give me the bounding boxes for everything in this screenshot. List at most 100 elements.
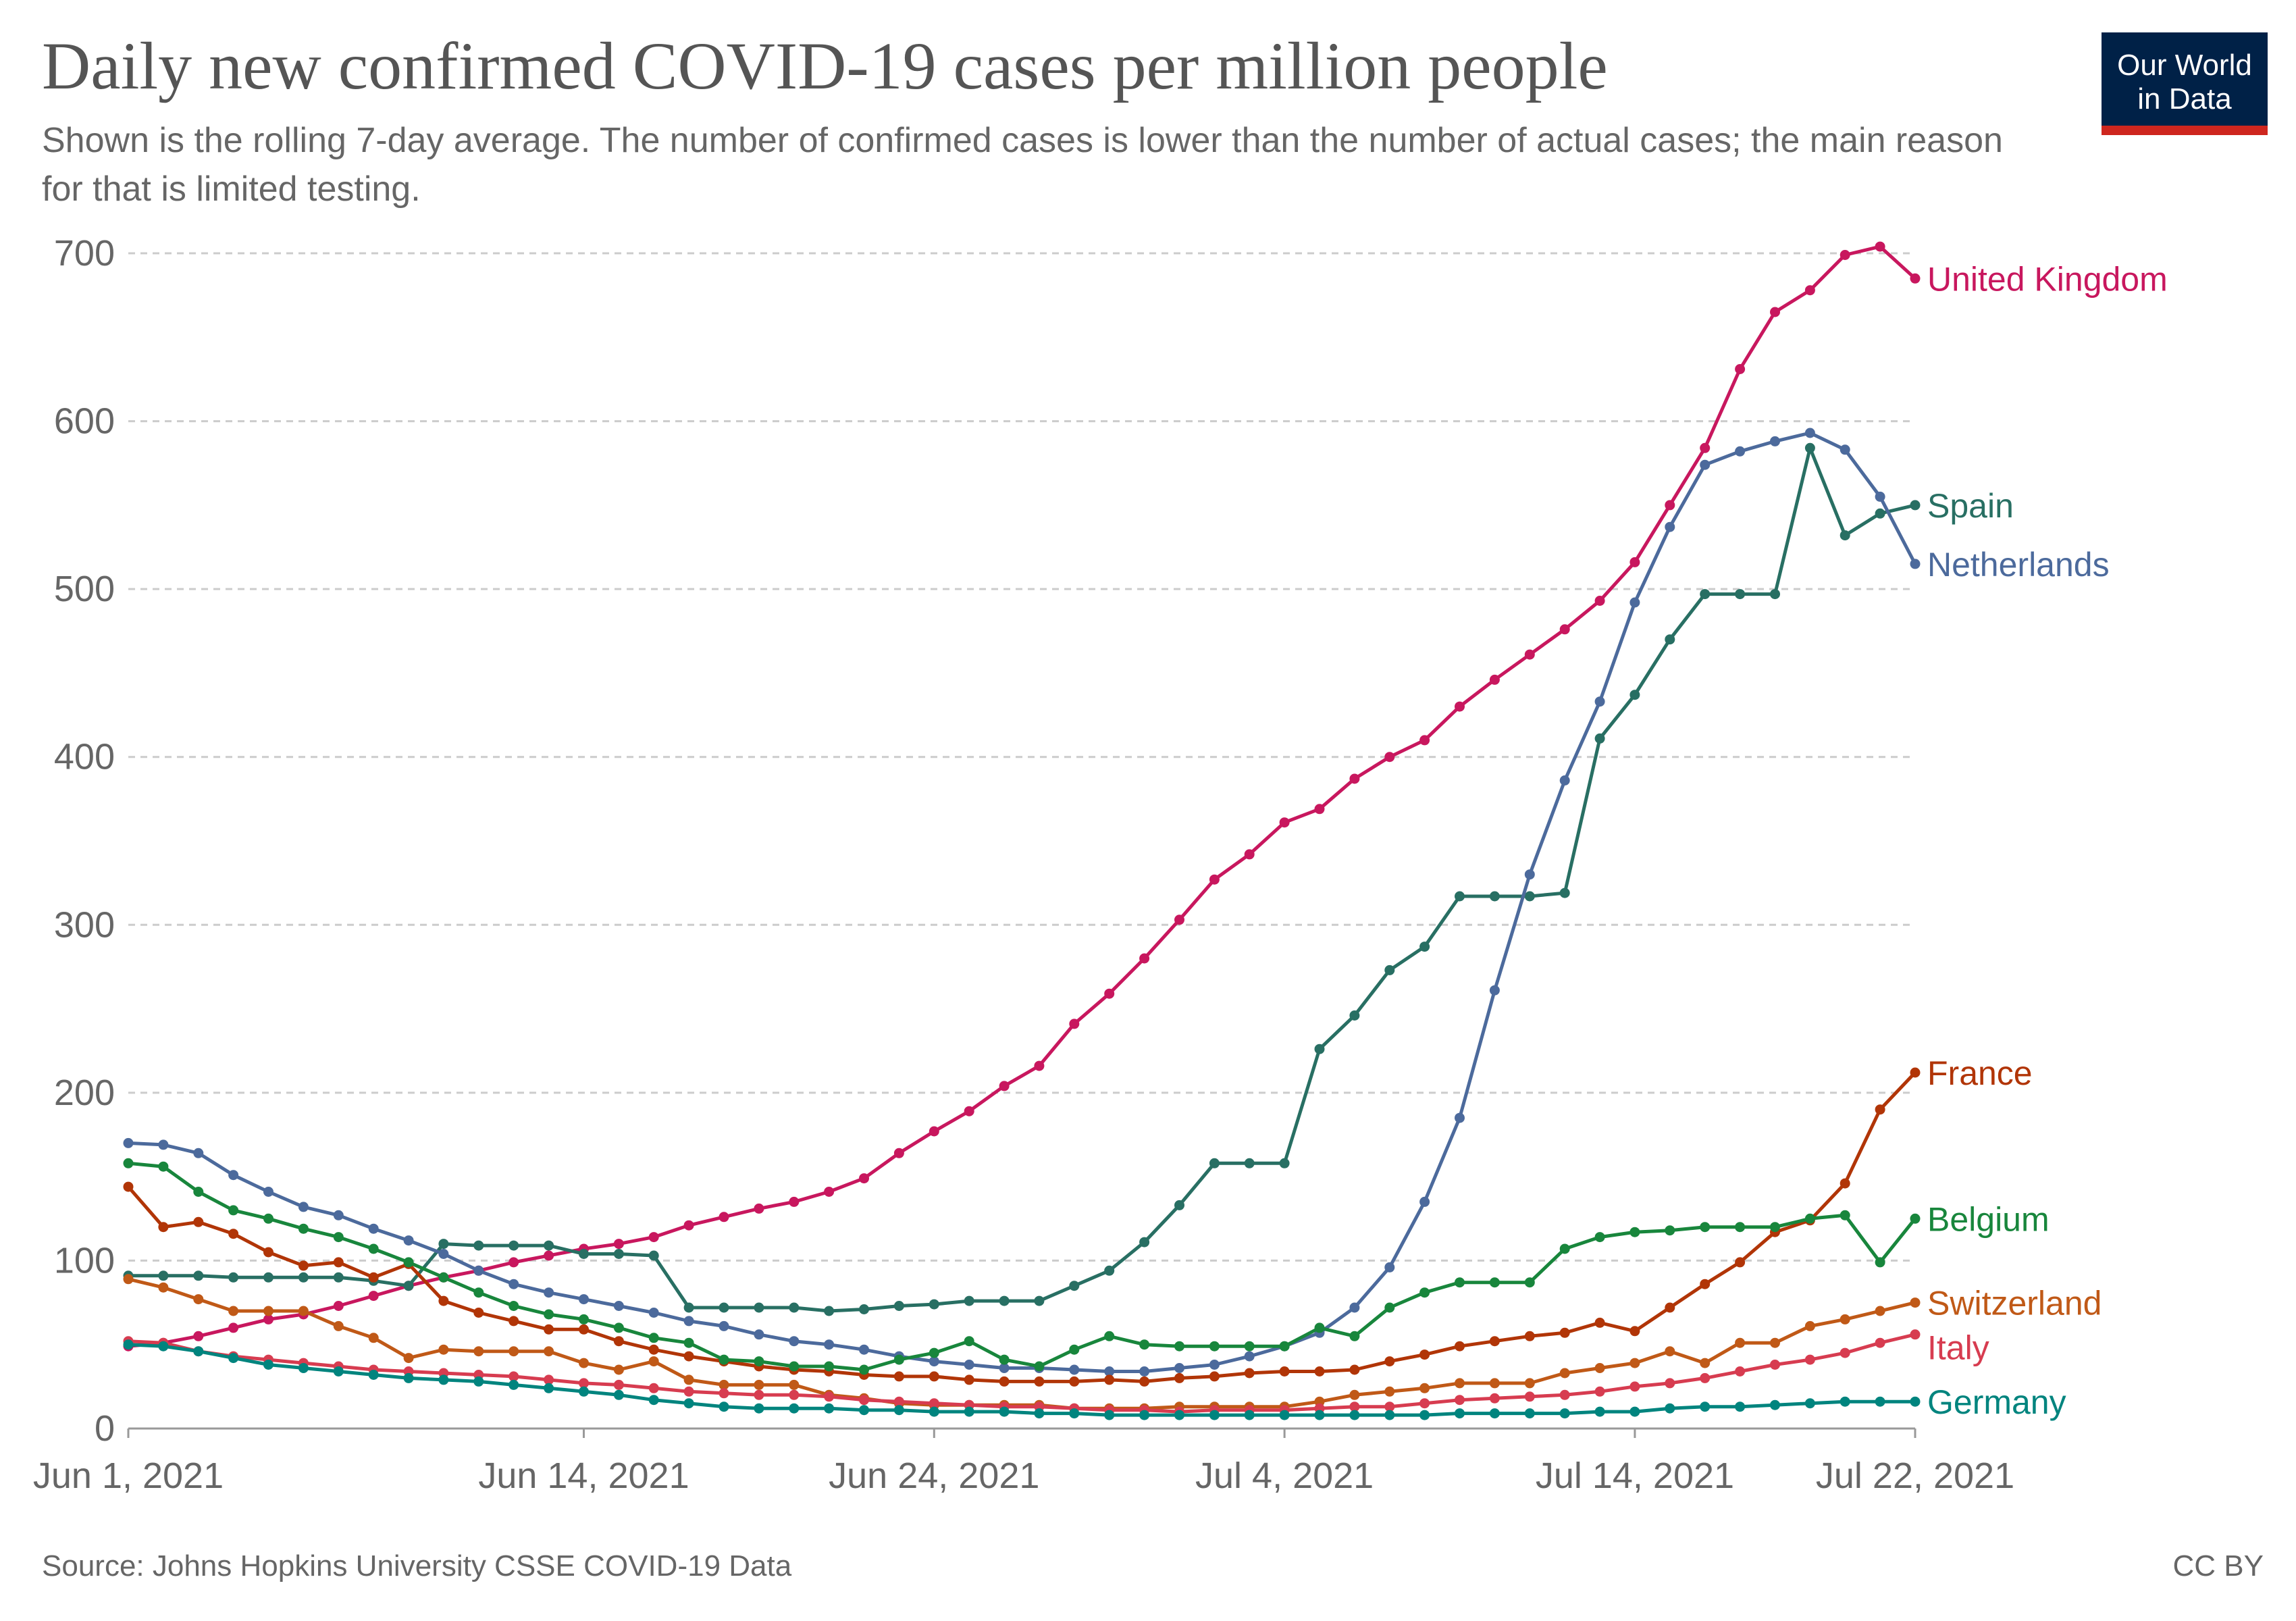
series-united-kingdom[interactable]: [123, 241, 1921, 1352]
data-point: [158, 1139, 169, 1150]
data-point: [1314, 1044, 1325, 1054]
data-point: [683, 1374, 694, 1385]
data-point: [1419, 1287, 1430, 1298]
data-point: [1069, 1364, 1080, 1375]
data-point: [1700, 1372, 1711, 1383]
license-link[interactable]: CC BY: [2172, 1549, 2264, 1583]
series-belgium[interactable]: [123, 1158, 1921, 1375]
data-point: [754, 1389, 764, 1400]
data-point: [1559, 624, 1570, 635]
data-point: [1419, 942, 1430, 952]
data-point: [123, 1181, 134, 1192]
data-point: [1524, 891, 1535, 902]
data-point: [263, 1247, 273, 1258]
data-point: [1910, 1213, 1921, 1224]
data-point: [1174, 1363, 1184, 1373]
data-point: [1349, 773, 1360, 784]
data-point: [1455, 1112, 1465, 1123]
data-point: [579, 1294, 589, 1305]
owid-logo[interactable]: Our World in Data: [2102, 32, 2268, 135]
series-label-spain[interactable]: Spain: [1927, 487, 2014, 525]
data-point: [1840, 1210, 1850, 1220]
series-label-united-kingdom[interactable]: United Kingdom: [1927, 260, 2168, 298]
series-germany[interactable]: [123, 1339, 1921, 1420]
data-point: [683, 1398, 694, 1409]
data-point: [1209, 1410, 1220, 1420]
series-label-france[interactable]: France: [1927, 1054, 2033, 1092]
data-point: [1840, 1314, 1850, 1324]
data-point: [789, 1389, 800, 1400]
data-point: [1629, 1227, 1640, 1237]
data-point: [473, 1346, 484, 1357]
data-point: [1594, 733, 1605, 744]
chart-subtitle: Shown is the rolling 7-day average. The …: [42, 121, 2003, 209]
data-point: [508, 1279, 519, 1289]
data-point: [1104, 1265, 1115, 1276]
data-point: [1629, 1381, 1640, 1392]
data-point: [1104, 1331, 1115, 1341]
data-point: [1735, 364, 1746, 374]
data-point: [964, 1360, 974, 1370]
data-point: [1875, 1337, 1885, 1348]
data-point: [228, 1229, 239, 1239]
x-tick-label: Jun 1, 2021: [33, 1456, 224, 1496]
data-point: [859, 1173, 869, 1184]
data-point: [508, 1346, 519, 1357]
data-point: [1594, 696, 1605, 707]
data-point: [824, 1403, 835, 1414]
data-point: [719, 1302, 729, 1313]
data-point: [929, 1398, 939, 1409]
data-point: [228, 1306, 239, 1316]
data-point: [228, 1205, 239, 1216]
series-france[interactable]: [123, 1067, 1921, 1387]
data-point: [1419, 1196, 1430, 1207]
data-point: [298, 1223, 309, 1234]
data-point: [1875, 1306, 1885, 1316]
data-point: [1419, 735, 1430, 746]
series-spain[interactable]: [123, 442, 1921, 1316]
data-point: [964, 1374, 974, 1385]
data-point: [999, 1295, 1010, 1306]
data-point: [683, 1302, 694, 1313]
data-point: [683, 1386, 694, 1397]
data-point: [1209, 874, 1220, 885]
data-point: [964, 1406, 974, 1417]
data-point: [824, 1361, 835, 1372]
data-point: [719, 1212, 729, 1223]
series-switzerland[interactable]: [123, 1274, 1921, 1414]
data-point: [1910, 273, 1921, 284]
x-tick-label: Jul 4, 2021: [1195, 1456, 1374, 1496]
data-point: [1174, 1200, 1184, 1210]
y-tick-label: 500: [54, 569, 115, 609]
data-point: [929, 1406, 939, 1417]
data-point: [544, 1346, 554, 1357]
data-point: [158, 1270, 169, 1281]
series-label-netherlands[interactable]: Netherlands: [1927, 546, 2110, 584]
source-note: Source: Johns Hopkins University CSSE CO…: [42, 1549, 792, 1583]
data-point: [859, 1405, 869, 1416]
data-point: [473, 1287, 484, 1298]
data-point: [1594, 1232, 1605, 1243]
data-point: [789, 1302, 800, 1313]
data-point: [648, 1356, 659, 1367]
data-point: [579, 1314, 589, 1324]
data-point: [123, 1158, 134, 1168]
data-point: [754, 1356, 764, 1367]
data-point: [123, 1137, 134, 1148]
data-point: [964, 1106, 974, 1116]
data-point: [403, 1235, 414, 1246]
data-point: [1804, 1320, 1815, 1331]
series-label-belgium[interactable]: Belgium: [1927, 1200, 2050, 1238]
data-point: [1840, 444, 1850, 455]
data-point: [1559, 1327, 1570, 1338]
series-label-germany[interactable]: Germany: [1927, 1383, 2066, 1421]
data-point: [719, 1320, 729, 1331]
data-point: [859, 1364, 869, 1375]
series-label-italy[interactable]: Italy: [1927, 1329, 1989, 1367]
series-netherlands[interactable]: [123, 428, 1921, 1377]
data-point: [893, 1301, 904, 1311]
series-label-switzerland[interactable]: Switzerland: [1927, 1285, 2102, 1322]
y-tick-label: 600: [54, 401, 115, 442]
data-point: [263, 1272, 273, 1283]
